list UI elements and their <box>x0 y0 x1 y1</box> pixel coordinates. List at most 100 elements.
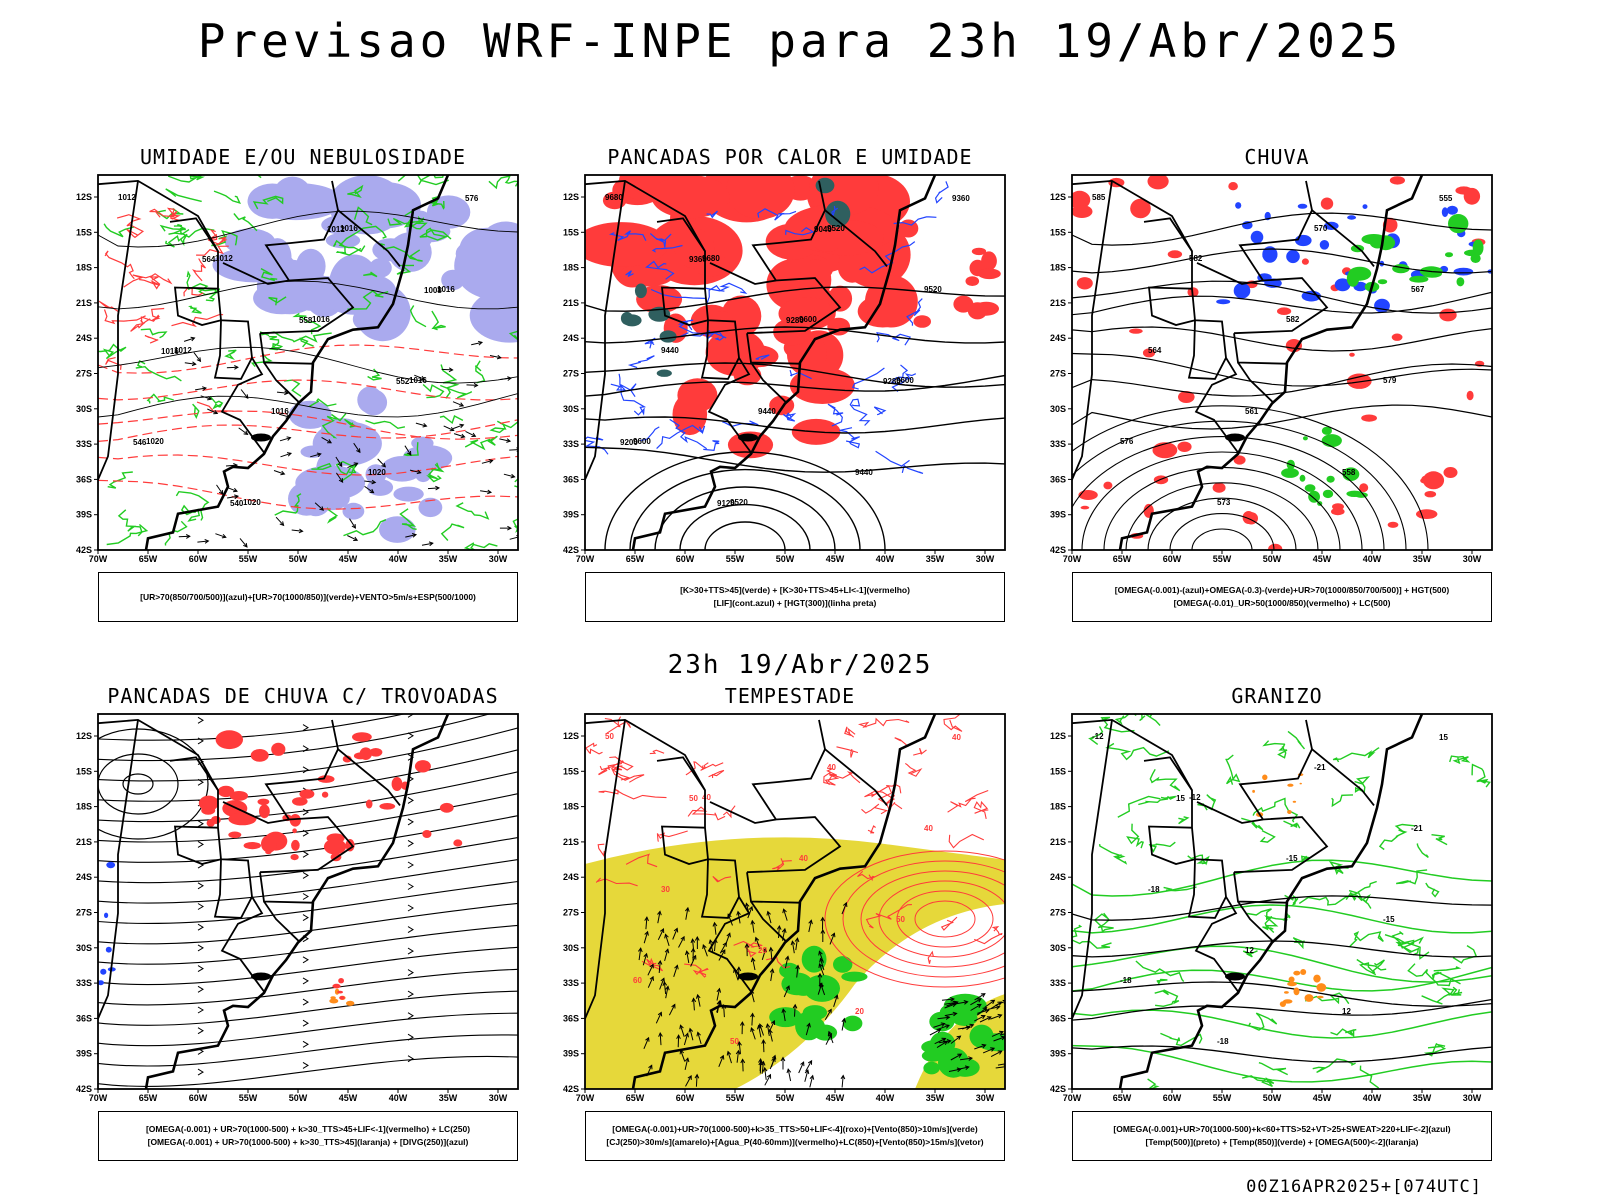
wind-vector-850 <box>995 1005 1001 1010</box>
wind-vector <box>441 368 453 371</box>
state-border <box>1187 320 1227 380</box>
humidity-contour-low <box>508 330 518 341</box>
wind-vector-850 <box>771 1054 777 1060</box>
lat-label: 18S <box>76 802 92 812</box>
wind-vector-850 <box>718 1055 724 1067</box>
humidity-area-upper <box>288 400 332 429</box>
temp-850-contour <box>1449 755 1471 765</box>
humidity-contour-low <box>332 239 362 256</box>
wind-vector <box>364 480 376 483</box>
temp-850-contour <box>1098 843 1128 865</box>
wind-vector-850 <box>751 1013 754 1026</box>
panel-title: PANCADAS DE CHUVA C/ TROVOADAS <box>107 684 499 708</box>
wind-vector-850 <box>957 1026 970 1030</box>
lat-label: 39S <box>563 1049 579 1059</box>
contour-label: 582 <box>1189 254 1203 263</box>
lat-label: 30S <box>76 404 92 414</box>
wind-vector-850 <box>759 1059 762 1072</box>
contour-label: 9040 <box>814 225 832 234</box>
wind-vector-850 <box>784 956 789 969</box>
lifted-index-contour <box>669 418 708 450</box>
wind-vector-850 <box>841 1017 847 1023</box>
precipitable-water-contour <box>585 742 603 755</box>
storm-area <box>337 990 343 994</box>
wind-vector <box>338 478 344 483</box>
contour-label: 9600 <box>799 315 817 324</box>
lifted-index-contour <box>656 424 706 450</box>
humidity-contour-low <box>335 460 358 481</box>
legend-line: [CJ(250)>30m/s](amarelo)+[Agua_P(40-60mm… <box>606 1137 984 1147</box>
wind-vector <box>195 387 207 391</box>
precipitable-water-contour <box>973 926 1003 945</box>
state-border <box>263 361 300 403</box>
contour-label: 1016 <box>161 347 179 356</box>
humidity-contour-low <box>347 184 364 198</box>
contour-label: 582 <box>1286 315 1300 324</box>
wind-vector-850 <box>974 993 986 1001</box>
convection-area <box>726 175 795 220</box>
wind-vector-850 <box>937 1024 950 1030</box>
wind-vector <box>452 401 464 407</box>
panel-title: UMIDADE E/OU NEBULOSIDADE <box>139 145 467 169</box>
rain-area <box>1242 511 1255 524</box>
state-border <box>1147 286 1196 326</box>
strong-omega-area <box>1409 275 1429 283</box>
wind-vector-850 <box>824 1009 832 1021</box>
lat-label: 12S <box>76 192 92 202</box>
humidity-contour-low <box>192 403 200 419</box>
thickness-contour <box>98 300 120 313</box>
humidity-area-upper <box>289 484 345 509</box>
map-content: 50 40 40 50 60 50 40 40 30 20 20 40 50 <box>585 714 1005 1089</box>
lifted-index-contour <box>706 210 718 219</box>
contour-label: 1020 <box>243 498 261 507</box>
wind-vector <box>427 487 440 490</box>
humidity-contour-low <box>164 233 188 248</box>
lon-label: 65W <box>1113 1093 1132 1103</box>
omega-area <box>1233 282 1251 299</box>
humidity-contour-low <box>259 331 332 343</box>
lon-label: 60W <box>189 1093 208 1103</box>
streamline <box>98 924 518 965</box>
rain-area <box>1072 205 1093 218</box>
omega-area <box>1453 267 1474 276</box>
geopotential-contour <box>1072 436 1385 550</box>
wind-vector-850 <box>752 958 756 971</box>
wind-vector-850 <box>991 1031 1004 1037</box>
middle-date: 23h 19/Abr/2025 <box>667 650 933 680</box>
omega-area <box>1374 298 1390 313</box>
contour-label: 1016 <box>271 407 289 416</box>
rain-area <box>1349 352 1355 357</box>
coastline <box>144 175 450 550</box>
storm-area <box>369 748 383 757</box>
lon-label: 60W <box>189 554 208 564</box>
lifted-index-contour <box>755 354 770 360</box>
omega-area <box>1362 204 1368 209</box>
lagoon <box>251 433 271 442</box>
omega-area <box>1216 299 1231 305</box>
wind-vector-850 <box>664 948 670 954</box>
wind-vector-850 <box>770 969 774 982</box>
wind-vector-850 <box>955 1001 968 1005</box>
wind-vector-850 <box>817 983 823 995</box>
wind-vector-850 <box>976 1003 982 1009</box>
instability-area <box>659 330 677 343</box>
wind-vector-850 <box>744 943 750 948</box>
lifted-index-contour <box>839 427 861 449</box>
storm-area <box>198 795 219 811</box>
temp-850-contour <box>1262 740 1288 759</box>
humidity-contour-low <box>103 223 135 238</box>
wind-vector-850 <box>771 1057 776 1062</box>
wind-vector-850 <box>736 1050 739 1063</box>
wind-vector <box>411 533 418 538</box>
state-border <box>746 719 842 874</box>
omega-area <box>1334 278 1351 292</box>
stream-arrow <box>197 944 204 952</box>
wind-850-area <box>833 956 853 973</box>
lat-label: 30S <box>563 404 579 414</box>
lat-label: 24S <box>563 333 579 343</box>
stream-arrow <box>407 883 414 890</box>
wind-vector-850 <box>781 1008 787 1014</box>
wind-vector-850 <box>762 1066 768 1072</box>
wind-vector-850 <box>976 1007 987 1016</box>
wind-vector-850 <box>981 1043 987 1049</box>
